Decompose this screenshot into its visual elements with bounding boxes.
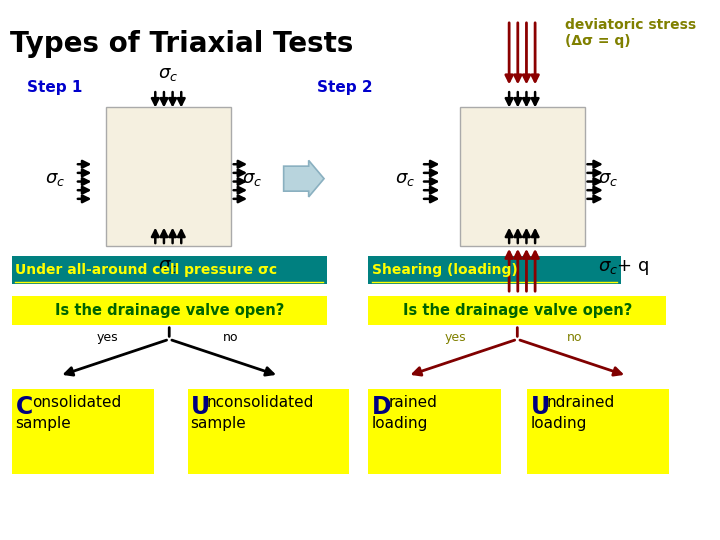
FancyBboxPatch shape [12,255,327,285]
FancyBboxPatch shape [12,296,327,325]
Text: $\sigma_c$: $\sigma_c$ [598,170,618,188]
Text: Types of Triaxial Tests: Types of Triaxial Tests [9,30,353,58]
Text: D: D [372,395,392,419]
Text: no: no [567,331,582,344]
Text: $\sigma_c$: $\sigma_c$ [243,170,263,188]
FancyBboxPatch shape [187,389,349,474]
Text: no: no [223,331,238,344]
FancyBboxPatch shape [106,106,231,246]
Text: $\sigma_c$+ q: $\sigma_c$+ q [598,259,649,278]
Text: yes: yes [445,331,467,344]
Text: Shearing (loading): Shearing (loading) [372,263,518,277]
Text: loading: loading [372,416,428,431]
Text: Is the drainage valve open?: Is the drainage valve open? [55,303,284,318]
FancyBboxPatch shape [12,389,154,474]
Text: sample: sample [190,416,246,431]
Text: ndrained: ndrained [547,395,616,410]
Text: U: U [190,395,210,419]
FancyBboxPatch shape [368,255,621,285]
Text: C: C [15,395,32,419]
Text: U: U [531,395,550,419]
FancyBboxPatch shape [368,389,501,474]
FancyBboxPatch shape [368,296,666,325]
Text: $\sigma_c$: $\sigma_c$ [158,65,179,84]
Text: $\sigma_c$: $\sigma_c$ [45,170,66,188]
Text: yes: yes [97,331,119,344]
Text: $\sigma_c$: $\sigma_c$ [395,170,415,188]
Text: Under all-around cell pressure σc: Under all-around cell pressure σc [15,263,277,277]
Text: deviatoric stress
(Δσ = q): deviatoric stress (Δσ = q) [565,18,696,48]
Text: loading: loading [531,416,587,431]
FancyBboxPatch shape [527,389,669,474]
FancyBboxPatch shape [459,106,585,246]
Text: onsolidated: onsolidated [32,395,121,410]
Text: sample: sample [15,416,71,431]
Text: rained: rained [389,395,437,410]
Text: nconsolidated: nconsolidated [207,395,314,410]
FancyArrow shape [284,160,324,197]
Text: Is the drainage valve open?: Is the drainage valve open? [402,303,632,318]
Text: Step 1: Step 1 [27,79,82,94]
Text: Step 2: Step 2 [318,79,373,94]
Text: $\sigma_c$: $\sigma_c$ [158,258,179,275]
